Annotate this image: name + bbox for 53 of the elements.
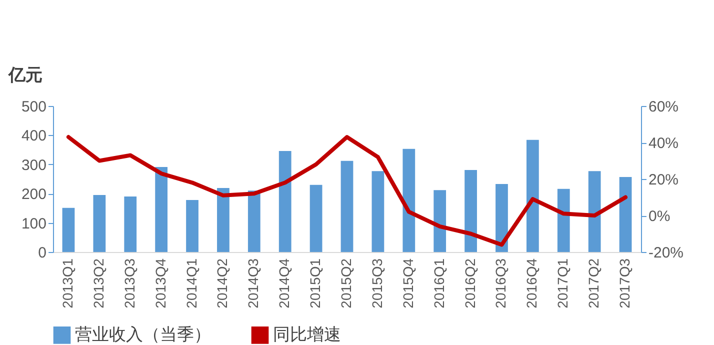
bar xyxy=(248,190,260,252)
x-tick-label: 2016Q4 xyxy=(524,258,540,308)
x-tick-label: 2013Q4 xyxy=(152,258,168,308)
y-tick-label: 200 xyxy=(21,186,46,204)
y2-tick-label: 20% xyxy=(648,172,679,188)
x-tick-label: 2014Q2 xyxy=(214,258,230,308)
bar xyxy=(124,196,137,252)
y-tick-label: 100 xyxy=(21,215,46,232)
y2-tick-label: 0% xyxy=(648,208,670,225)
x-tick-label: 2014Q3 xyxy=(245,258,262,308)
x-tick-label: 2017Q2 xyxy=(586,258,602,308)
bar xyxy=(526,140,539,252)
x-tick-label: 2014Q1 xyxy=(183,258,200,308)
bar xyxy=(310,184,322,252)
y2-tick-label: 40% xyxy=(648,135,679,152)
y-tick-label: 300 xyxy=(21,156,46,174)
x-tick-label: 2015Q4 xyxy=(400,258,416,308)
x-tick-label: 2016Q3 xyxy=(492,258,509,308)
bar xyxy=(340,160,354,252)
bar xyxy=(464,170,477,252)
bar xyxy=(186,200,198,252)
x-tick-label: 2016Q2 xyxy=(462,258,478,308)
y2-tick-label: 60% xyxy=(648,98,679,116)
x-tick-label: 2017Q1 xyxy=(554,258,571,308)
bar xyxy=(372,171,384,252)
y-tick-label: 400 xyxy=(21,128,46,145)
bar xyxy=(434,190,446,252)
y-tick-label: 0 xyxy=(38,244,46,262)
y2-tick-label: -20% xyxy=(648,244,684,262)
y-tick-label: 500 xyxy=(21,98,46,116)
bar xyxy=(557,188,570,252)
bar xyxy=(278,150,292,252)
legend-label: 同比增速 xyxy=(273,325,341,344)
bar xyxy=(588,171,601,252)
bar xyxy=(93,195,106,252)
x-tick-label: 2013Q3 xyxy=(121,258,138,308)
x-tick-label: 2017Q3 xyxy=(616,258,633,308)
bar xyxy=(402,148,416,252)
x-tick-label: 2014Q4 xyxy=(276,258,292,308)
x-tick-label: 2015Q2 xyxy=(338,258,354,308)
bar xyxy=(496,184,508,252)
x-tick-label: 2013Q2 xyxy=(90,258,106,308)
bar xyxy=(619,176,632,252)
legend-label: 营业收入（当季） xyxy=(75,325,211,344)
x-tick-label: 2013Q1 xyxy=(59,258,76,308)
bar xyxy=(155,167,168,252)
x-tick-label: 2016Q1 xyxy=(430,258,447,308)
x-tick-label: 2015Q1 xyxy=(307,258,324,308)
y-axis-title: 亿元 xyxy=(8,66,42,84)
bar xyxy=(62,208,75,252)
x-tick-label: 2015Q3 xyxy=(368,258,385,308)
bar xyxy=(217,188,230,252)
line-series xyxy=(66,135,628,247)
